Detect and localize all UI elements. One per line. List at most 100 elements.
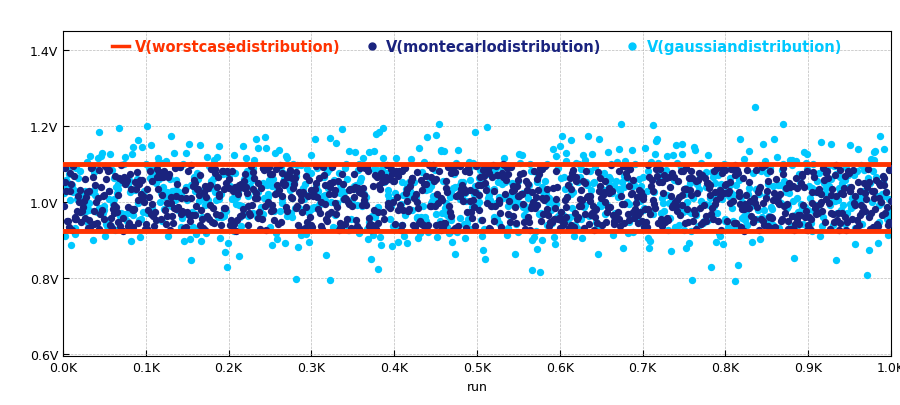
Point: [589, 205, 603, 212]
Point: [96, 207, 111, 213]
Point: [660, 192, 674, 199]
Point: [676, 209, 690, 215]
Point: [772, 202, 787, 208]
Point: [452, 192, 466, 198]
Point: [148, 209, 162, 215]
Point: [327, 177, 341, 184]
Point: [295, 209, 310, 215]
Point: [298, 181, 312, 188]
Point: [700, 218, 715, 224]
Point: [879, 204, 894, 211]
Point: [565, 205, 580, 212]
Point: [394, 179, 409, 186]
Point: [431, 198, 446, 204]
Point: [83, 224, 97, 230]
Point: [490, 216, 504, 223]
Point: [500, 232, 514, 239]
Point: [854, 162, 868, 168]
Point: [598, 200, 613, 206]
Point: [461, 216, 475, 222]
Point: [71, 194, 86, 200]
Point: [335, 171, 349, 178]
Point: [815, 209, 830, 215]
Point: [499, 177, 513, 183]
Point: [484, 203, 499, 210]
Point: [765, 215, 779, 222]
Point: [709, 198, 724, 204]
Point: [599, 209, 614, 216]
Point: [641, 235, 655, 242]
Point: [255, 183, 269, 190]
Point: [154, 161, 168, 167]
Point: [392, 223, 407, 229]
Point: [678, 220, 692, 227]
Point: [789, 196, 804, 202]
Point: [176, 209, 190, 216]
Point: [589, 219, 603, 225]
Point: [754, 164, 769, 171]
Point: [364, 256, 378, 262]
Point: [661, 217, 675, 224]
Point: [713, 234, 727, 240]
Point: [172, 164, 186, 170]
Point: [786, 213, 800, 219]
Point: [616, 221, 631, 227]
Point: [670, 160, 684, 167]
Point: [869, 193, 884, 199]
Point: [388, 190, 402, 196]
Point: [559, 204, 573, 211]
Point: [58, 179, 73, 186]
Point: [206, 221, 220, 227]
Point: [803, 196, 817, 202]
Point: [777, 203, 791, 210]
Point: [237, 185, 251, 192]
Point: [513, 160, 527, 167]
Point: [576, 179, 590, 185]
Point: [768, 225, 782, 232]
Point: [279, 156, 293, 162]
Point: [118, 155, 132, 161]
Point: [543, 220, 557, 226]
Point: [801, 207, 815, 214]
Point: [416, 222, 430, 229]
Point: [195, 215, 210, 221]
Point: [666, 152, 680, 158]
Point: [617, 184, 632, 191]
Point: [197, 183, 211, 190]
Point: [491, 180, 505, 186]
Point: [379, 171, 393, 177]
Point: [152, 171, 166, 177]
Point: [240, 193, 255, 200]
Point: [438, 201, 453, 207]
Point: [297, 196, 311, 203]
Point: [313, 197, 328, 203]
Point: [63, 197, 77, 203]
Point: [741, 192, 755, 198]
Point: [340, 177, 355, 183]
Point: [679, 245, 693, 252]
Point: [620, 199, 634, 205]
Point: [709, 239, 724, 246]
Point: [318, 197, 332, 204]
Point: [570, 216, 584, 222]
Point: [858, 190, 872, 197]
Point: [82, 207, 96, 214]
Point: [282, 181, 296, 188]
Point: [166, 206, 181, 212]
Point: [741, 205, 755, 212]
Point: [672, 205, 687, 212]
Point: [464, 210, 479, 216]
Point: [67, 173, 81, 179]
Point: [664, 197, 679, 204]
Point: [102, 188, 116, 195]
Point: [215, 214, 230, 221]
Point: [208, 170, 222, 177]
Point: [342, 228, 356, 234]
Point: [310, 183, 324, 189]
Point: [263, 224, 277, 230]
Point: [140, 123, 154, 130]
Point: [569, 179, 583, 185]
Point: [589, 207, 603, 213]
Point: [122, 205, 136, 211]
Point: [65, 227, 79, 233]
